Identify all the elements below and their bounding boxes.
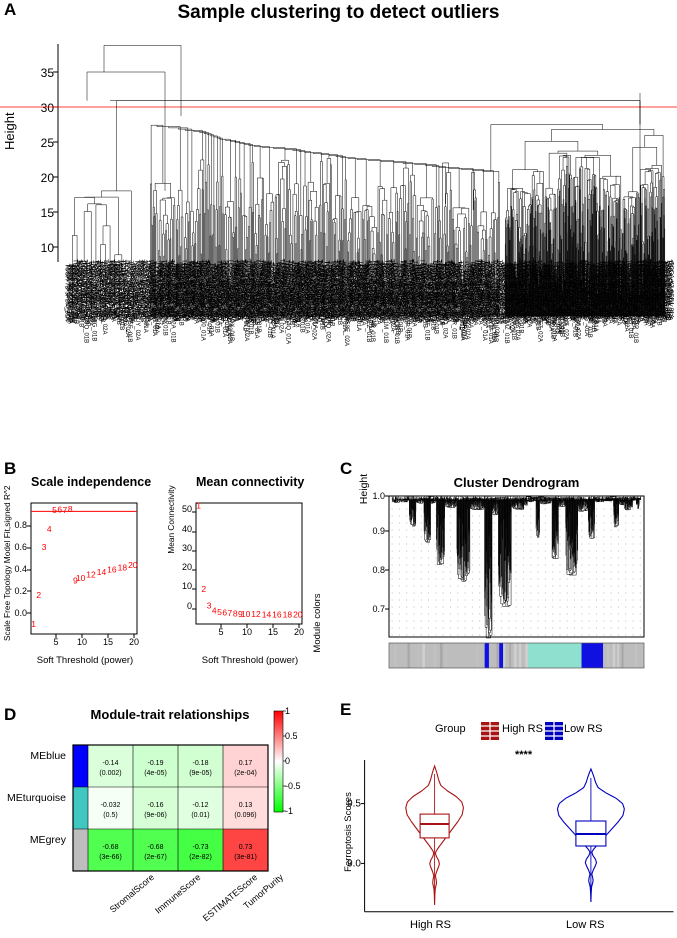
svg-text:10: 10 xyxy=(182,581,192,591)
svg-text:2: 2 xyxy=(36,590,41,600)
svg-text:14: 14 xyxy=(97,567,107,577)
svg-text:0.4: 0.4 xyxy=(14,564,27,574)
svg-text:1: 1 xyxy=(31,619,36,629)
svg-text:4: 4 xyxy=(47,524,52,534)
svg-text:0.0: 0.0 xyxy=(14,608,27,618)
svg-text:20: 20 xyxy=(129,637,139,647)
svg-text:0: 0 xyxy=(187,601,192,611)
svg-text:16: 16 xyxy=(272,610,282,620)
svg-text:20: 20 xyxy=(182,562,192,572)
svg-text:1.0: 1.0 xyxy=(372,491,385,501)
svg-text:0.6: 0.6 xyxy=(14,542,27,552)
svg-text:9.0: 9.0 xyxy=(347,859,361,870)
svg-text:0.9: 0.9 xyxy=(372,526,385,536)
svg-text:14: 14 xyxy=(262,609,272,619)
svg-text:18: 18 xyxy=(283,610,293,620)
svg-text:15: 15 xyxy=(268,627,278,637)
svg-text:-1: -1 xyxy=(285,806,293,816)
svg-text:9.5: 9.5 xyxy=(347,799,361,810)
svg-text:0.5: 0.5 xyxy=(285,731,298,741)
svg-text:18: 18 xyxy=(118,562,128,572)
svg-text:TCGA-K3-6CEJ_01A: TCGA-K3-6CEJ_01A xyxy=(668,262,674,319)
svg-text:7: 7 xyxy=(63,505,68,515)
svg-text:2: 2 xyxy=(201,584,206,594)
svg-text:30: 30 xyxy=(182,543,192,553)
svg-text:0.8: 0.8 xyxy=(14,520,27,530)
svg-text:0.7: 0.7 xyxy=(372,604,385,614)
svg-text:10: 10 xyxy=(76,573,86,583)
svg-text:40: 40 xyxy=(182,524,192,534)
svg-text:1: 1 xyxy=(196,500,201,510)
svg-text:10: 10 xyxy=(242,627,252,637)
svg-text:15: 15 xyxy=(103,637,113,647)
svg-text:20: 20 xyxy=(128,560,138,570)
svg-text:8: 8 xyxy=(68,504,73,514)
svg-text:0.8: 0.8 xyxy=(372,565,385,575)
svg-text:-0.5: -0.5 xyxy=(285,781,301,791)
svg-text:10: 10 xyxy=(77,637,87,647)
svg-text:12: 12 xyxy=(251,609,261,619)
svg-text:16: 16 xyxy=(107,565,117,575)
svg-text:50: 50 xyxy=(182,504,192,514)
svg-text:7: 7 xyxy=(228,608,233,618)
svg-text:5: 5 xyxy=(53,637,58,647)
svg-text:20: 20 xyxy=(294,627,304,637)
svg-text:5: 5 xyxy=(218,627,223,637)
svg-text:0.2: 0.2 xyxy=(14,586,27,596)
svg-text:20: 20 xyxy=(293,610,303,620)
svg-text:12: 12 xyxy=(86,570,96,580)
svg-text:3: 3 xyxy=(42,542,47,552)
svg-text:10: 10 xyxy=(241,609,251,619)
